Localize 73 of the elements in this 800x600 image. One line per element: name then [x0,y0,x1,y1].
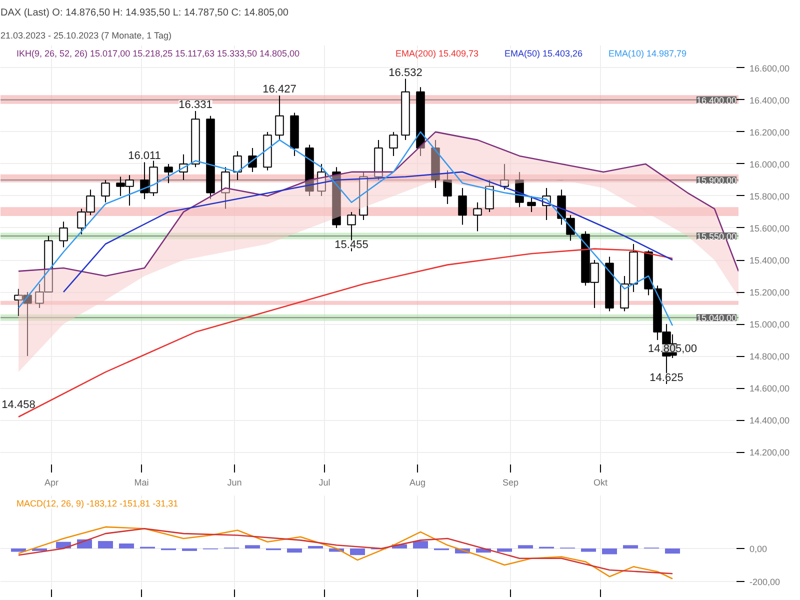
annotation: 14.458 [2,398,36,411]
y-tick-label: 15.200,00 [750,288,790,298]
line-series [18,131,674,326]
candlestick [473,202,482,232]
candlestick [221,166,230,210]
bar [518,545,533,548]
bar [11,548,26,552]
candlestick [500,163,509,190]
candlestick [443,170,452,204]
bar [245,545,260,548]
line-series [62,171,674,293]
x-tick-label: Mai [134,478,149,488]
chart-title: DAX (Last) O: 14.876,50 H: 14.935,50 L: 14.787,50 C: 14.805,00 [0,8,289,18]
x-tick-label: Jul [318,478,330,488]
y-tick-label: 16.400,00 [750,95,790,106]
x-tick-label: Okt [594,478,608,488]
ref-line-label: 15.550,00 [696,231,737,242]
text: MACD(12, 26, 9) -183,12 -151,81 -31,31 [16,498,178,508]
y-tick-label: 15.400,00 [750,256,790,266]
bar [287,548,302,553]
bar [623,545,638,548]
candlestick [485,179,494,212]
x-tick-label: Jun [227,478,242,488]
bar [182,548,197,551]
candlestick [233,150,242,180]
candlestick [59,221,68,248]
candlestick [275,95,284,140]
y-tick-label: 16.600,00 [750,63,790,74]
x-tick-label: Sep [502,478,519,488]
ref-line-label: 15.900,00 [696,175,737,186]
y-tick-label: 0,00 [750,544,768,554]
text: EMA(10) 14.987,79 [608,48,687,58]
y-tick-label: -200,00 [750,577,780,588]
y-tick-label: 14.200,00 [750,448,790,458]
x-tick-label: Apr [44,478,59,488]
y-tick-label: 14.800,00 [750,352,790,362]
candlestick [389,131,398,156]
x-tick-label: Aug [409,478,426,488]
candlestick [458,187,467,226]
bar [308,546,323,548]
candlestick [164,163,173,184]
y-tick-label: 14.600,00 [750,384,790,394]
y-tick-label: 16.000,00 [750,159,790,170]
y-tick-label: 15.600,00 [750,223,790,234]
y-tick-label: 15.800,00 [750,191,790,202]
line-series [18,131,738,277]
annotation: 14.805,00 [648,343,697,356]
annotation: 16.427 [262,84,296,96]
bar [350,548,365,556]
candlestick [527,195,536,212]
annotation: 14.625 [650,372,684,384]
chart-subtitle: 21.03.2023 - 25.10.2023 (7 Monate, 1 Tag) [0,30,172,40]
y-tick-label: 16.200,00 [750,127,790,138]
y-tick-label: 14.400,00 [750,416,790,426]
text: EMA(50) 15.403,26 [504,48,583,58]
bar [602,548,617,554]
text: EMA(200) 15.409,73 [396,48,479,58]
text: IKH(9, 26, 52, 26) 15.017,00 15.218,25 15.117,63 15.333,50 14.805,00 [16,48,300,58]
annotation: 15.455 [334,239,368,252]
candlestick [101,179,110,203]
bar [665,548,680,554]
bar [98,541,113,548]
ref-line-label: 16.400,00 [696,95,737,106]
ref-line-label: 15.040,00 [696,313,737,324]
annotation: 16.011 [128,150,161,162]
bar [497,548,512,552]
bar [581,548,596,552]
bar [413,541,428,548]
annotation: 16.331 [178,98,212,111]
bar [119,544,134,548]
y-tick-label: 15.000,00 [750,320,790,330]
bar [32,548,47,551]
annotation: 16.532 [388,66,422,79]
